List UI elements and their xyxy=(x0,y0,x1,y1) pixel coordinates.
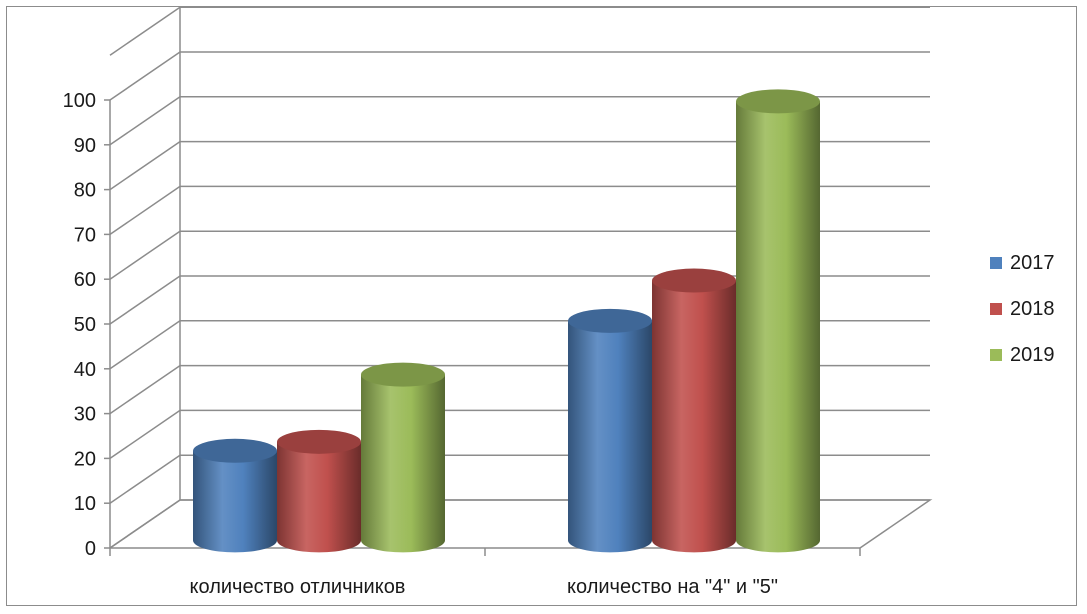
gridline xyxy=(109,230,930,280)
bar-top xyxy=(361,362,445,387)
y-tick-label: 80 xyxy=(74,180,96,202)
bar-2019-0 xyxy=(361,362,445,553)
gridline xyxy=(109,185,930,236)
bar-top xyxy=(568,308,652,333)
gridline xyxy=(109,51,930,101)
bar-body xyxy=(277,441,361,553)
y-tick-label: 50 xyxy=(74,314,96,336)
legend-swatch-2018 xyxy=(990,303,1002,315)
legend-label-2019: 2019 xyxy=(1010,344,1055,366)
legend-label-2018: 2018 xyxy=(1010,298,1055,320)
bar-top xyxy=(736,89,820,114)
gridline xyxy=(109,6,930,56)
legend-swatch-2017 xyxy=(990,257,1002,269)
bar-2019-1 xyxy=(736,89,820,553)
legend: 2017 2018 2019 xyxy=(990,252,1055,366)
x-tick-label: количество на "4" и "5" xyxy=(567,576,778,598)
legend-swatch-2019 xyxy=(990,349,1002,361)
bar-top xyxy=(652,268,736,293)
x-tick-label: количество отличников xyxy=(190,576,406,598)
bar-2017-1 xyxy=(568,308,652,553)
y-tick-label: 30 xyxy=(74,404,96,426)
y-tick-label: 100 xyxy=(63,90,96,112)
bar-body xyxy=(568,320,652,553)
y-tick-label: 60 xyxy=(74,269,96,291)
bar-body xyxy=(652,280,736,553)
bar-body xyxy=(736,101,820,553)
y-tick-label: 90 xyxy=(74,135,96,157)
y-tick-label: 40 xyxy=(74,359,96,381)
x-axis-ticks: количество отличников количество на "4" и… xyxy=(190,576,778,598)
bar-2017-0 xyxy=(193,438,277,553)
gridline xyxy=(109,140,930,191)
y-axis-ticks: 0 10 20 30 40 50 60 70 80 90 100 xyxy=(63,90,96,560)
y-tick-label: 20 xyxy=(74,448,96,470)
bar-body xyxy=(193,450,277,553)
chart-frame xyxy=(6,6,1077,606)
bar-top xyxy=(193,438,277,463)
legend-label-2017: 2017 xyxy=(1010,252,1055,274)
bar-2018-0 xyxy=(277,429,361,553)
bars xyxy=(193,89,820,553)
bar-top xyxy=(277,429,361,454)
gridline xyxy=(109,96,930,146)
y-tick-label: 10 xyxy=(74,493,96,515)
y-tick-label: 70 xyxy=(74,224,96,246)
bar-2018-1 xyxy=(652,268,736,553)
bar-body xyxy=(361,374,445,553)
y-tick-label: 0 xyxy=(85,538,96,560)
